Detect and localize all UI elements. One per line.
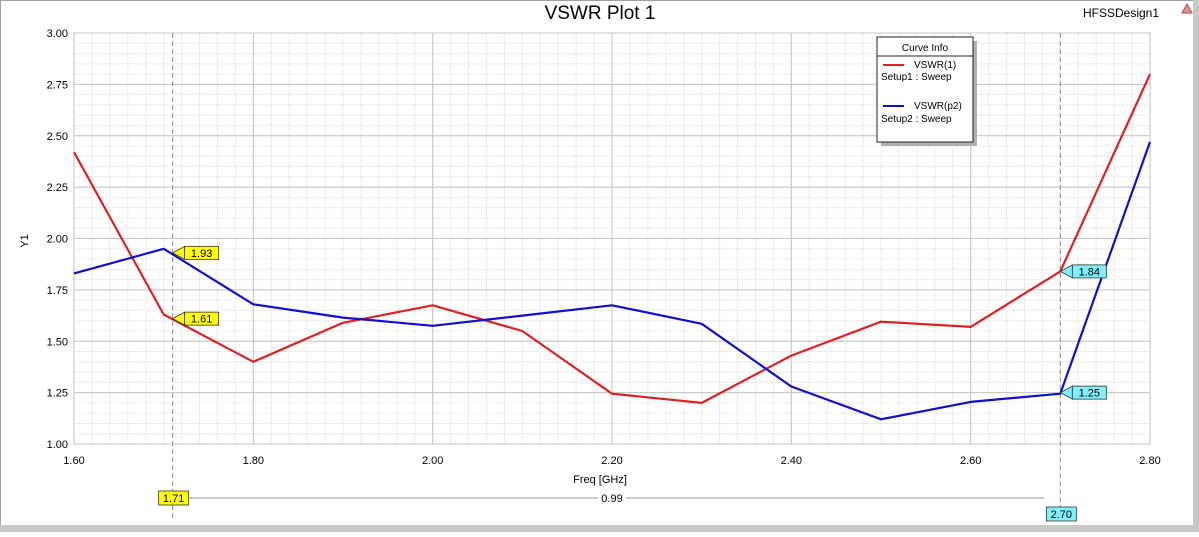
legend-series-name: VSWR(p2) (914, 101, 962, 112)
ansys-triangle-icon[interactable] (1181, 2, 1193, 14)
grid-major (73, 32, 1151, 445)
x-tick-label: 2.20 (601, 455, 622, 467)
marker-value-flag[interactable]: 1.61 (171, 311, 220, 326)
marker-x-text: 2.70 (1051, 509, 1072, 521)
marker-value-flag[interactable]: 1.25 (1059, 385, 1107, 400)
y-tick-label: 1.25 (47, 388, 68, 400)
marker-value-flag[interactable]: 1.93 (171, 245, 220, 261)
marker-x-text: 1.71 (163, 493, 184, 505)
y-tick-label: 1.75 (47, 285, 68, 297)
legend-item-vswr1[interactable]: VSWR(1) Setup1 : Sweep (881, 60, 956, 83)
marker-lines (172, 33, 1061, 520)
x-tick-label: 1.80 (243, 455, 264, 467)
design-name: HFSSDesign1 (1083, 6, 1159, 20)
y-tick-label: 2.75 (47, 79, 68, 91)
x-tick-label: 2.80 (1139, 455, 1160, 467)
marker-value-text: 1.93 (191, 248, 212, 260)
marker-value-text: 1.61 (191, 314, 212, 326)
window-edge-bottom (0, 525, 1199, 532)
marker-value-flag[interactable]: 1.84 (1059, 264, 1107, 279)
marker-labels[interactable]: 1.93 1.61 1.71 1.84 1.25 2.70 (158, 245, 1107, 522)
x-tick-label: 1.60 (63, 455, 84, 467)
legend-series-setup: Setup2 : Sweep (881, 114, 952, 125)
y-tick-label: 1.50 (47, 336, 68, 348)
y-tick-label: 2.00 (47, 234, 68, 246)
y-tick-label: 2.25 (47, 182, 68, 194)
legend-item-vswrp2[interactable]: VSWR(p2) Setup2 : Sweep (881, 101, 962, 125)
y-tick-label: 1.00 (47, 439, 68, 451)
legend-series-setup: Setup1 : Sweep (881, 72, 952, 83)
x-tick-label: 2.60 (960, 455, 981, 467)
window-edge-right (1193, 0, 1199, 532)
legend-title: Curve Info (902, 43, 949, 54)
x-tick-label: 2.40 (781, 455, 802, 467)
x-axis-ticks: 1.60 1.80 2.00 2.20 2.40 2.60 2.80 (63, 455, 1160, 467)
y-tick-label: 3.00 (47, 28, 68, 40)
series-line-vswr1[interactable] (73, 73, 1152, 404)
marker-value-text: 1.25 (1079, 388, 1100, 400)
chart-title: VSWR Plot 1 (545, 3, 656, 24)
legend[interactable]: Curve Info VSWR(1) Setup1 : Sweep VSWR(p… (876, 36, 977, 146)
series-line-vswrp2[interactable] (73, 141, 1152, 421)
marker-value-text: 1.84 (1079, 266, 1100, 278)
y-axis-label: Y1 (19, 234, 31, 247)
marker-x-label[interactable]: 1.71 (158, 490, 190, 506)
delta-bar: 0.99 (188, 490, 1045, 506)
marker-x-label[interactable]: 2.70 (1045, 506, 1077, 522)
x-tick-label: 2.00 (422, 455, 443, 467)
legend-series-name: VSWR(1) (914, 60, 956, 71)
delta-label: 0.99 (601, 493, 622, 505)
y-axis-ticks: 1.00 1.25 1.50 1.75 2.00 2.25 2.50 2.75 3.00 (47, 28, 68, 451)
x-axis-label: Freq [GHz] (573, 474, 627, 486)
series-lines (73, 73, 1152, 421)
y-tick-label: 2.50 (47, 131, 68, 143)
